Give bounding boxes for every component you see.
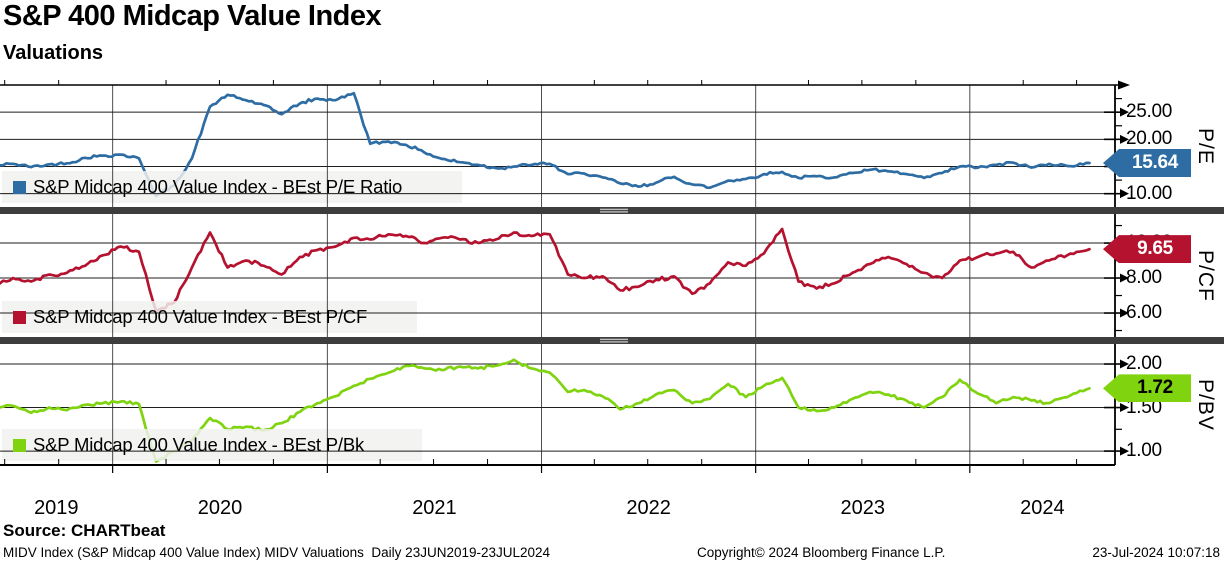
legend-swatch (13, 310, 26, 324)
y-tick-label: 2.00 (1126, 353, 1162, 375)
x-tick-label: 2024 (1020, 497, 1065, 519)
x-tick-label: 2022 (626, 497, 671, 519)
last-value-badge: 1.72 (1103, 374, 1191, 403)
y-tick-label: 1.00 (1126, 440, 1162, 462)
footer-timestamp: 23-Jul-2024 10:07:18 (1092, 545, 1220, 560)
y-tick-label: 8.00 (1126, 267, 1162, 289)
legend-swatch (13, 438, 26, 452)
legend-label: S&P Midcap 400 Value Index - BEst P/E Ra… (33, 176, 403, 197)
legend-item[interactable]: S&P Midcap 400 Value Index - BEst P/CF (2, 301, 417, 333)
y-axis-title: P/BV (1194, 378, 1217, 431)
last-value-badge: 15.64 (1103, 149, 1191, 178)
legend-swatch (13, 180, 26, 194)
page-title: S&P 400 Midcap Value Index (3, 0, 382, 32)
y-tick-label: 6.00 (1126, 302, 1162, 324)
legend-label: S&P Midcap 400 Value Index - BEst P/Bk (33, 434, 365, 455)
legend-label: S&P Midcap 400 Value Index - BEst P/CF (33, 306, 368, 327)
y-tick-label: 10.00 (1126, 182, 1173, 204)
x-tick-label: 2019 (34, 497, 79, 519)
y-tick-label: 25.00 (1126, 101, 1173, 123)
page-subtitle: Valuations (3, 42, 104, 64)
last-value-badge: 9.65 (1103, 235, 1191, 264)
footer-copyright: Copyright© 2024 Bloomberg Finance L.P. (697, 545, 946, 560)
y-axis-title: P/E (1194, 127, 1217, 165)
footer-description: MIDV Index (S&P Midcap 400 Value Index) … (3, 545, 551, 560)
source-line: Source: CHARTbeat (3, 521, 166, 540)
x-tick-label: 2020 (197, 497, 243, 519)
y-tick-label: 20.00 (1126, 128, 1173, 150)
y-axis-title: P/CF (1194, 249, 1217, 302)
x-tick-label: 2021 (412, 497, 457, 519)
legend-item[interactable]: S&P Midcap 400 Value Index - BEst P/E Ra… (2, 171, 462, 203)
x-tick-label: 2023 (840, 497, 885, 519)
legend-item[interactable]: S&P Midcap 400 Value Index - BEst P/Bk (2, 429, 422, 461)
